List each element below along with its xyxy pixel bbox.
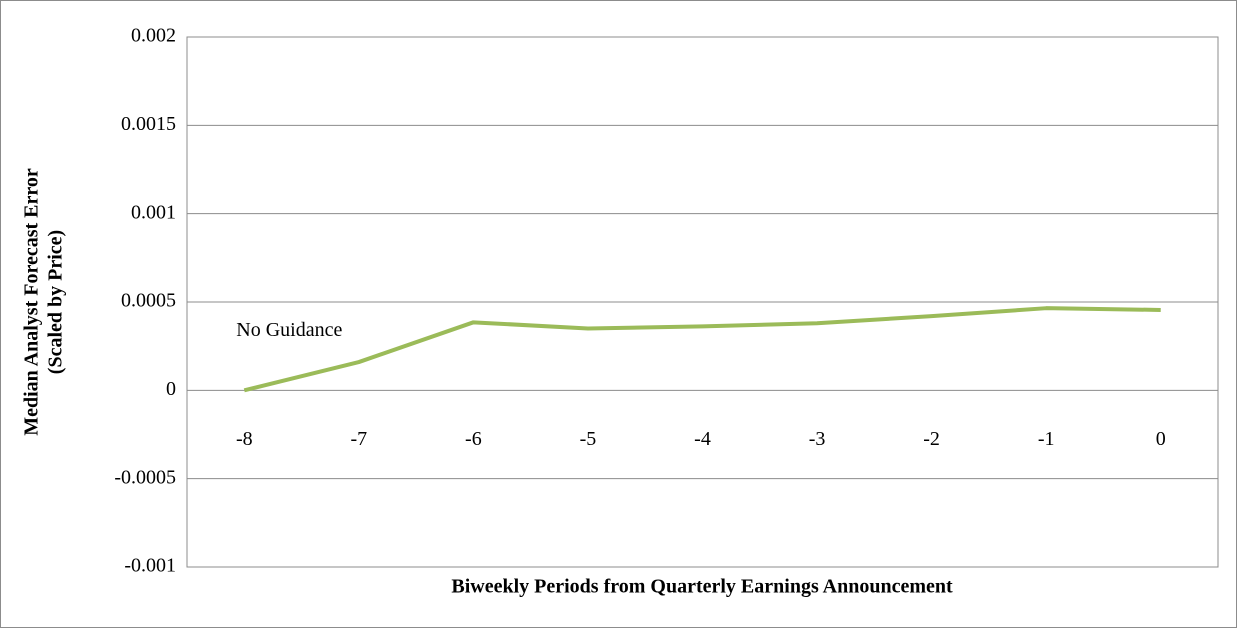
series-label: No Guidance — [236, 319, 342, 341]
x-tick-label: -5 — [580, 428, 597, 450]
line-series — [243, 306, 1161, 393]
y-tick-label: 0.002 — [131, 25, 176, 47]
y-tick-label: 0.0005 — [121, 290, 176, 312]
x-tick-label: -3 — [809, 428, 826, 450]
y-axis-label: Median Analyst Forecast Error (Scaled by… — [21, 168, 67, 436]
y-axis-label-line: (Scaled by Price) — [45, 230, 67, 374]
y-axis-label-line: Median Analyst Forecast Error — [21, 168, 43, 436]
y-tick-label: 0.0015 — [121, 113, 176, 135]
x-tick-label: -1 — [1038, 428, 1055, 450]
x-tick-label: -2 — [923, 428, 940, 450]
x-axis-label: Biweekly Periods from Quarterly Earnings… — [451, 576, 953, 598]
y-tick-label: 0 — [166, 378, 176, 400]
x-tick-label: 0 — [1156, 428, 1166, 450]
x-tick-label: -6 — [465, 428, 482, 450]
x-tick-label: -7 — [350, 428, 367, 450]
y-tick-label: -0.0005 — [114, 466, 176, 488]
x-tick-label: -4 — [694, 428, 711, 450]
y-tick-label: 0.001 — [131, 201, 176, 223]
x-tick-label: -8 — [236, 428, 253, 450]
y-tick-label: -0.001 — [124, 555, 176, 577]
